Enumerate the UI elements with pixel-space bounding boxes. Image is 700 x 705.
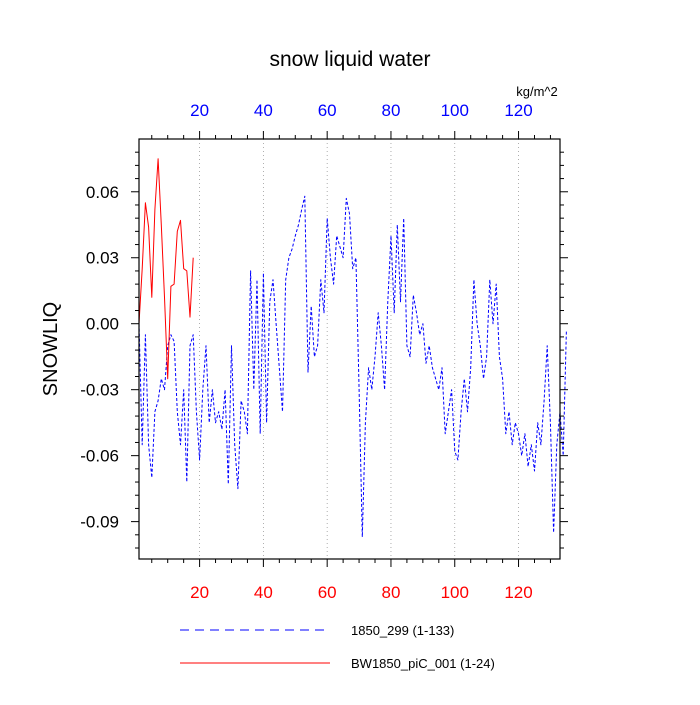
legend-label-1850-299: 1850_299 (1-133) bbox=[351, 623, 454, 638]
y-tick-label: 0.06 bbox=[86, 183, 119, 202]
legend-label-bw1850-picontrol: BW1850_piC_001 (1-24) bbox=[351, 656, 495, 671]
plot-frame bbox=[138, 138, 561, 560]
grid-lines bbox=[199, 139, 519, 559]
y-tick-label: 0.03 bbox=[86, 249, 119, 268]
x-tick-label-bottom: 80 bbox=[382, 583, 401, 602]
series-lines bbox=[138, 158, 567, 538]
chart-title: snow liquid water bbox=[269, 48, 430, 71]
y-tick-label: -0.09 bbox=[80, 513, 119, 532]
x-tick-label-top: 80 bbox=[382, 101, 401, 120]
x-tick-label-top: 40 bbox=[254, 101, 273, 120]
y-axis-label: SNOWLIQ bbox=[40, 302, 62, 396]
axis-ticks: 20 20 40 40 60 60 80 80 100 100 120 120 -0.09 -0.06 -0… bbox=[80, 101, 568, 602]
x-tick-label-bottom: 120 bbox=[504, 583, 532, 602]
series-line-1 bbox=[138, 158, 194, 380]
x-tick-label-top: 60 bbox=[318, 101, 337, 120]
units-label: kg/m^2 bbox=[516, 84, 558, 99]
x-tick-label-top: 120 bbox=[504, 101, 532, 120]
x-tick-label-bottom: 20 bbox=[190, 583, 209, 602]
x-tick-label-bottom: 40 bbox=[254, 583, 273, 602]
y-tick-label: -0.06 bbox=[80, 447, 119, 466]
x-tick-label-bottom: 100 bbox=[441, 583, 469, 602]
x-tick-label-bottom: 60 bbox=[318, 583, 337, 602]
x-tick-label-top: 20 bbox=[190, 101, 209, 120]
legend: 1850_299 (1-133) BW1850_piC_001 (1-24) bbox=[180, 623, 495, 671]
y-tick-label: -0.03 bbox=[80, 381, 119, 400]
series-line-0 bbox=[138, 195, 567, 538]
y-tick-label: 0.00 bbox=[86, 315, 119, 334]
x-tick-label-top: 100 bbox=[441, 101, 469, 120]
